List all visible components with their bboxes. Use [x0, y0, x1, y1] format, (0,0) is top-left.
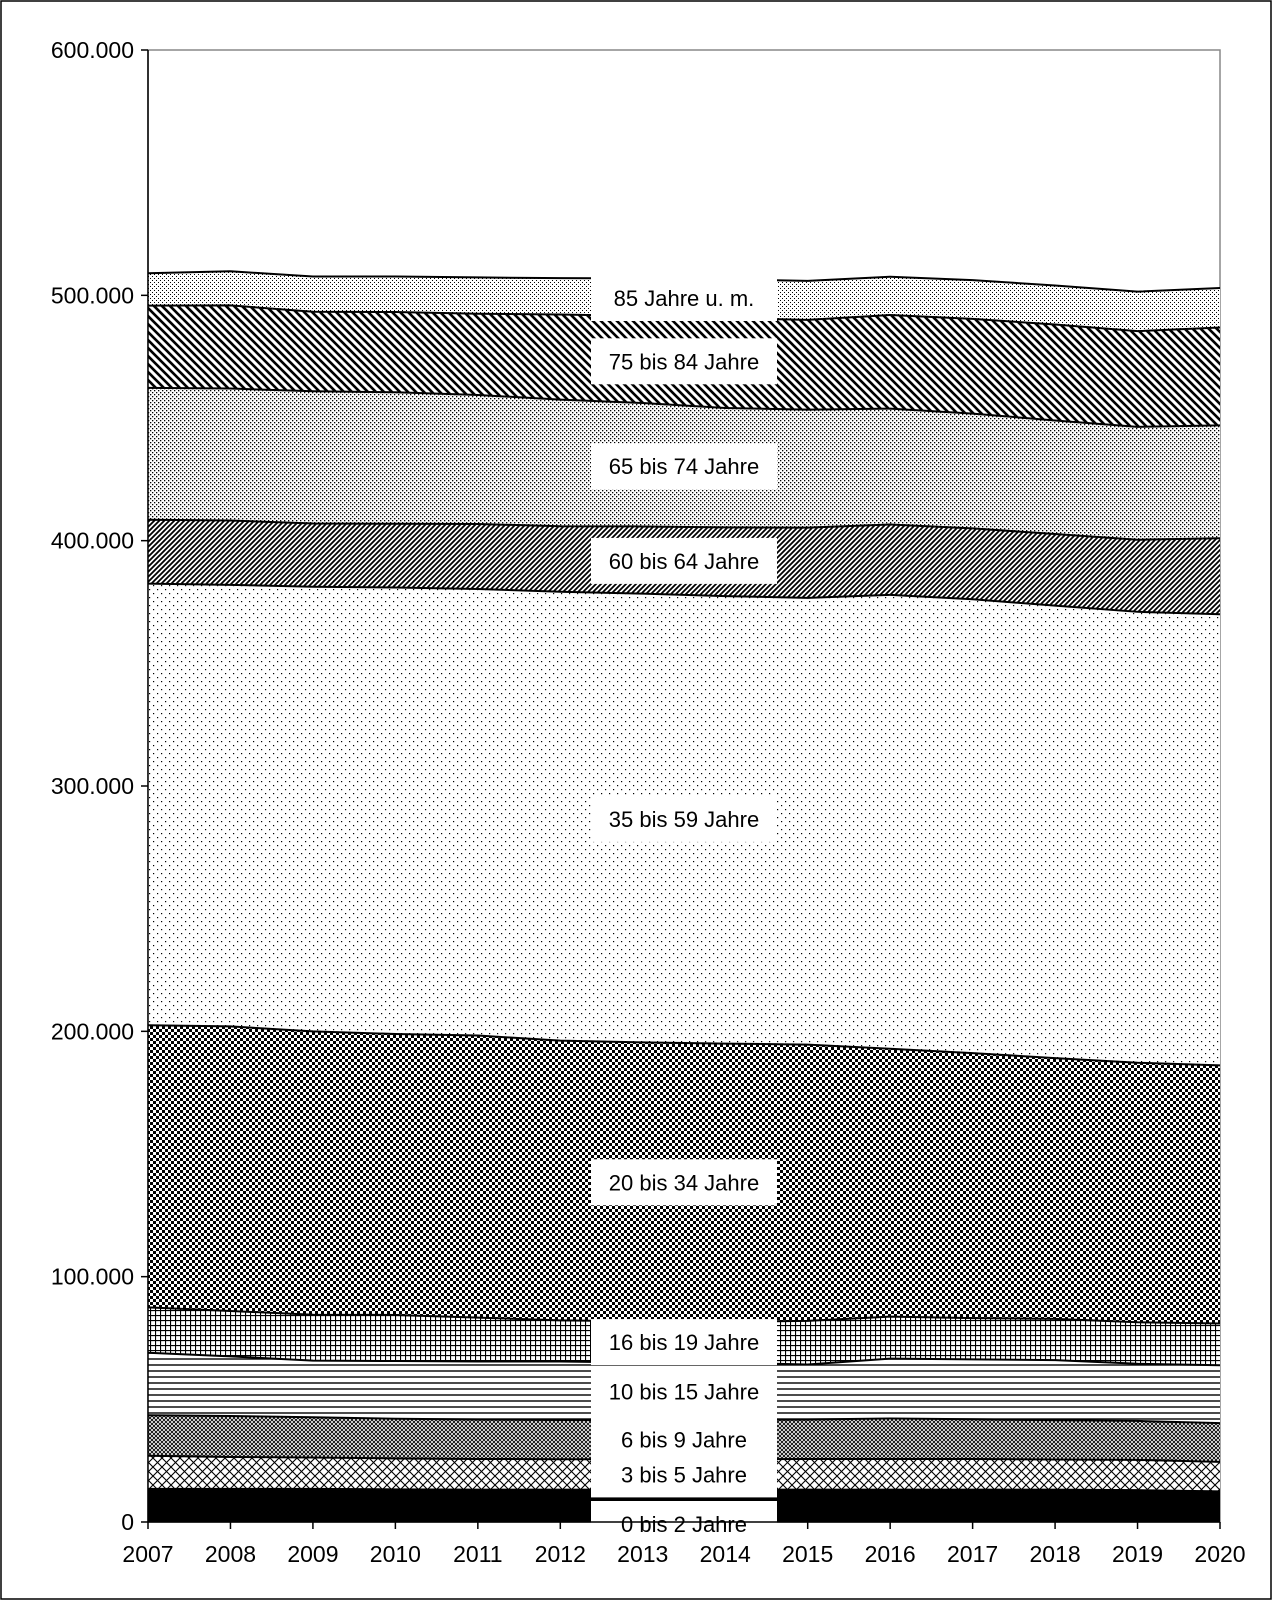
y-tick-label: 300.000	[51, 773, 134, 799]
y-tick-label: 600.000	[51, 37, 134, 63]
y-tick-label: 0	[121, 1509, 134, 1535]
band-label-bg-60-bis-64-jahre	[591, 537, 777, 584]
band-label-bg-10-bis-15-jahre	[591, 1368, 777, 1415]
band-label-text-10-bis-15-jahre: 10 bis 15 Jahre	[609, 1379, 759, 1404]
x-tick-label: 2009	[287, 1541, 338, 1567]
band-label-bg-65-bis-74-jahre	[591, 443, 777, 490]
band-label-0-bis-2-jahre: 0 bis 2 Jahre	[591, 1501, 777, 1547]
boundary-line-60-bis-64-jahre	[147, 518, 1221, 541]
band-label-10-bis-15-jahre: 10 bis 15 Jahre	[591, 1368, 777, 1415]
x-tick-label: 2017	[947, 1541, 998, 1567]
band-label-35-bis-59-jahre: 35 bis 59 Jahre	[591, 795, 777, 842]
band-label-85-jahre-u-m: 85 Jahre u. m.	[591, 275, 777, 321]
band-label-20-bis-34-jahre: 20 bis 34 Jahre	[591, 1159, 777, 1206]
x-tick-label: 2013	[617, 1541, 668, 1567]
x-tick-label: 2020	[1194, 1541, 1245, 1567]
axes: 0 100.000 200.000 300.000 400.000 500.000 600.…	[51, 37, 1246, 1567]
band-label-bg-85-jahre-u-m	[591, 275, 777, 321]
band-label-bg-75-bis-84-jahre	[591, 338, 777, 385]
band-label-text-75-bis-84-jahre: 75 bis 84 Jahre	[609, 349, 759, 374]
band-label-text-0-bis-2-jahre: 0 bis 2 Jahre	[621, 1512, 747, 1537]
x-tick-label: 2008	[205, 1541, 256, 1567]
band-label-65-bis-74-jahre: 65 bis 74 Jahre	[591, 443, 777, 490]
y-tick-label: 400.000	[51, 528, 134, 554]
band-label-text-65-bis-74-jahre: 65 bis 74 Jahre	[609, 454, 759, 479]
band-label-text-35-bis-59-jahre: 35 bis 59 Jahre	[609, 807, 759, 832]
x-tick-label: 2007	[122, 1541, 173, 1567]
x-tick-label: 2012	[535, 1541, 586, 1567]
band-label-bg-16-bis-19-jahre	[591, 1319, 777, 1366]
y-tick-label: 100.000	[51, 1264, 134, 1290]
band-label-text-16-bis-19-jahre: 16 bis 19 Jahre	[609, 1330, 759, 1355]
x-tick-label: 2019	[1112, 1541, 1163, 1567]
x-tick-label: 2011	[453, 1541, 502, 1567]
band-label-bg-20-bis-34-jahre	[591, 1159, 777, 1206]
band-label-text-3-bis-5-jahre: 3 bis 5 Jahre	[621, 1462, 747, 1487]
band-label-bg-0-bis-2-jahre	[591, 1501, 777, 1547]
x-tick-label: 2014	[700, 1541, 751, 1567]
band-label-text-6-bis-9-jahre: 6 bis 9 Jahre	[621, 1428, 747, 1453]
y-tick-label: 500.000	[51, 282, 134, 308]
band-label-text-20-bis-34-jahre: 20 bis 34 Jahre	[609, 1170, 759, 1195]
band-labels: 0 bis 2 Jahre 3 bis 5 Jahre 6 bis 9 Jahre 1…	[591, 275, 777, 1547]
band-label-text-60-bis-64-jahre: 60 bis 64 Jahre	[609, 549, 759, 574]
y-tick-label: 200.000	[51, 1018, 134, 1044]
band-label-text-85-jahre-u-m: 85 Jahre u. m.	[614, 286, 755, 311]
band-label-bg-35-bis-59-jahre	[591, 795, 777, 842]
band-label-16-bis-19-jahre: 16 bis 19 Jahre	[591, 1319, 777, 1366]
band-label-bg-6-bis-9-jahre	[591, 1416, 777, 1463]
x-tick-label: 2016	[865, 1541, 916, 1567]
x-tick-label: 2015	[782, 1541, 833, 1567]
x-tick-label: 2010	[370, 1541, 421, 1567]
band-label-60-bis-64-jahre: 60 bis 64 Jahre	[591, 537, 777, 584]
boundary-line-35-bis-59-jahre	[147, 582, 1221, 616]
band-label-75-bis-84-jahre: 75 bis 84 Jahre	[591, 338, 777, 385]
band-label-6-bis-9-jahre: 6 bis 9 Jahre	[591, 1416, 777, 1463]
boundary-line-20-bis-34-jahre	[147, 1024, 1221, 1067]
boundary-line-65-bis-74-jahre	[147, 386, 1221, 428]
x-tick-label: 2018	[1029, 1541, 1080, 1567]
